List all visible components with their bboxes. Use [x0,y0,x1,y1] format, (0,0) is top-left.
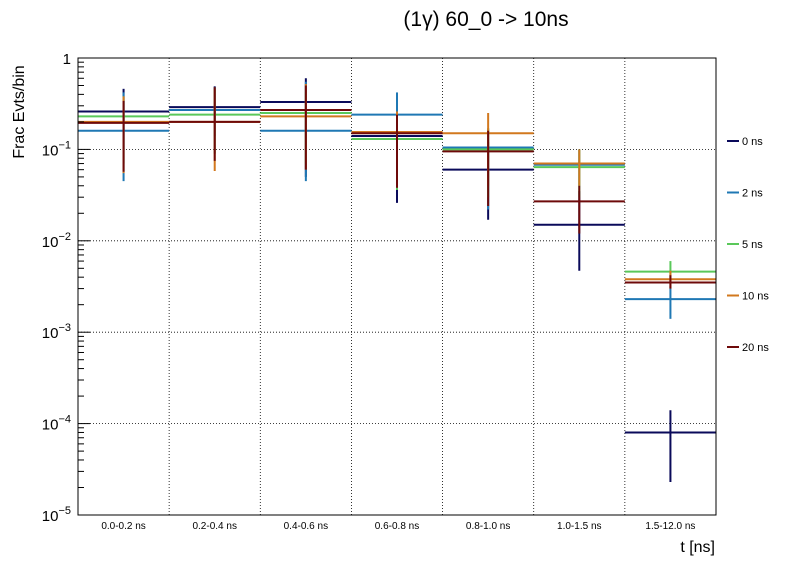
x-category-label: 0.8-1.0 ns [466,521,510,532]
axes: 110−110−210−310−410−50.0-0.2 ns 0.2-0.4 n… [42,51,696,532]
legend-label: 0 ns [742,136,763,148]
chart-title: (1γ) 60_0 -> 10ns [403,8,568,31]
legend-label: 20 ns [742,342,769,354]
y-tick-label: 1 [63,51,71,68]
series-20-ns [78,85,716,289]
y-tick-label-exponent: −2 [58,231,71,243]
y-tick-label: 10−1 [42,139,71,159]
x-category-label: 0.2-0.4 ns [192,521,236,532]
y-tick-label-base: 10 [42,508,59,525]
x-category-label: 0.4-0.6 ns [284,521,328,532]
y-tick-label-base: 10 [42,234,59,251]
legend: 0 ns 2 ns 5 ns 10 ns 20 ns [727,136,769,354]
data-marks [78,78,716,482]
y-tick-label: 10−4 [42,414,71,434]
y-axis-label: Frac Evts/bin [11,65,28,158]
legend-label: 5 ns [742,239,763,251]
x-category-label: 1.0-1.5 ns [557,521,601,532]
y-tick-label-exponent: −5 [58,505,71,517]
y-tick-label-exponent: −4 [58,414,71,426]
x-axis-label: t [ns] [680,539,715,556]
x-category-label: 0.6-0.8 ns [375,521,419,532]
y-tick-label-base: 10 [42,417,59,434]
legend-label: 10 ns [742,291,769,303]
x-category-label: 0.0-0.2 ns [101,521,145,532]
x-category-label: 1.5-12.0 ns [645,521,695,532]
plot-frame [77,57,717,516]
y-tick-label-base: 10 [42,325,59,342]
y-tick-label: 10−5 [42,505,71,525]
y-tick-label: 10−3 [42,322,71,342]
y-tick-label-base: 10 [42,142,59,159]
y-tick-label: 10−2 [42,231,71,251]
legend-label: 2 ns [742,188,763,200]
y-tick-label-base: 1 [63,51,71,68]
y-tick-label-exponent: −3 [58,322,71,334]
y-tick-label-exponent: −1 [58,139,71,151]
